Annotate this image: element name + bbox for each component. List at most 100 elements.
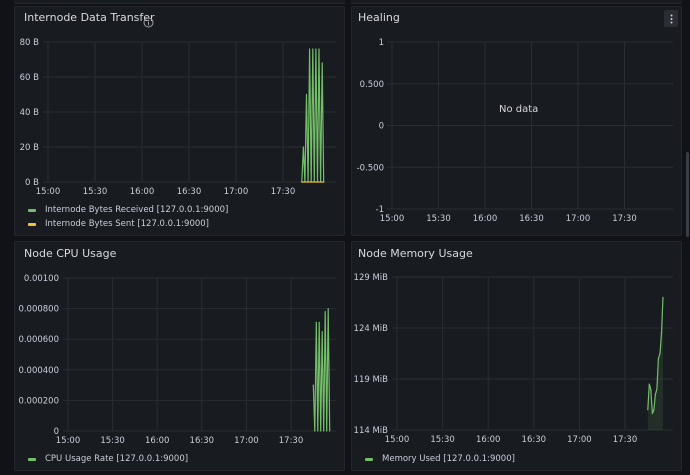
panel-node-memory-usage: Node Memory Usage 129 MiB 124 MiB 119 MiB 1…	[351, 241, 682, 471]
x-tick-label: 16:30	[522, 435, 547, 445]
y-tick-label: 119 MiB	[354, 375, 389, 385]
series-line-0	[312, 308, 331, 432]
x-tick-label: 17:30	[613, 435, 638, 445]
panel-title: Healing	[358, 11, 400, 24]
legend-swatch	[28, 222, 36, 226]
data-point	[650, 388, 652, 390]
x-tick-label: 17:00	[234, 436, 259, 446]
y-tick-label: -1	[376, 205, 384, 215]
y-tick-label: 0 B	[25, 178, 39, 188]
x-tick-label: 17:30	[279, 436, 304, 446]
y-tick-label: 60 B	[20, 73, 40, 83]
data-point	[318, 321, 320, 323]
y-tick-label: 129 MiB	[354, 273, 389, 283]
x-tick-label: 17:00	[566, 214, 591, 224]
x-tick-label: 17:30	[271, 187, 296, 197]
no-data-message: No data	[499, 104, 539, 115]
data-point	[662, 296, 664, 298]
legend-item-memory[interactable]: Memory Used [127.0.0.1:9000]	[365, 452, 515, 466]
y-tick-label: 80 B	[20, 38, 40, 48]
x-tick-label: 16:00	[145, 436, 170, 446]
panel-title: Internode Data Transfer	[24, 11, 155, 24]
panel-edge-above-left	[14, 0, 345, 4]
y-tick-label: 0.500	[360, 80, 384, 90]
data-point	[653, 409, 655, 411]
y-tick-label: 0.000600	[18, 335, 59, 345]
y-tick-label: 40 B	[20, 108, 40, 118]
legend-item-cpu[interactable]: CPU Usage Rate [127.0.0.1:9000]	[28, 452, 188, 466]
y-tick-label: 114 MiB	[354, 426, 389, 436]
data-point	[323, 181, 325, 183]
data-point	[309, 48, 311, 50]
scrollbar[interactable]	[686, 152, 689, 237]
x-tick-label: 15:00	[36, 187, 61, 197]
legend-swatch	[28, 208, 36, 212]
data-point	[324, 311, 326, 313]
panel-menu-button[interactable]	[664, 10, 678, 27]
panel-internode-data-transfer: Internode Data Transfer 80 B 60 B 40 B 20 B…	[14, 6, 345, 236]
legend-item-sent[interactable]: Internode Bytes Sent [127.0.0.1:9000]	[28, 217, 228, 231]
data-point	[659, 352, 661, 355]
x-tick-label: 17:00	[567, 435, 592, 445]
data-point	[314, 430, 316, 432]
info-icon[interactable]	[143, 13, 154, 32]
series-area-fill	[647, 297, 663, 430]
data-point	[326, 430, 328, 432]
y-tick-label: 0	[379, 122, 384, 132]
x-tick-label: 15:30	[100, 436, 125, 446]
x-tick-label: 15:00	[385, 435, 410, 445]
legend-item-received[interactable]: Internode Bytes Received [127.0.0.1:9000…	[28, 203, 228, 217]
legend-label: Internode Bytes Sent [127.0.0.1:9000]	[45, 219, 209, 229]
y-tick-label: 124 MiB	[354, 324, 389, 334]
x-tick-label: 16:30	[519, 214, 544, 224]
data-point	[315, 321, 317, 323]
data-point	[327, 308, 329, 310]
x-tick-label: 15:30	[426, 214, 451, 224]
data-point	[321, 330, 323, 333]
data-point	[312, 384, 314, 386]
data-point	[320, 430, 322, 432]
y-tick-label: 0.000200	[18, 396, 59, 406]
x-tick-label: 16:00	[476, 435, 501, 445]
x-tick-label: 16:30	[177, 187, 202, 197]
data-point	[301, 181, 303, 183]
data-point	[305, 93, 308, 96]
data-point	[660, 332, 663, 334]
x-tick-label: 15:00	[380, 214, 405, 224]
x-tick-label: 15:30	[83, 187, 108, 197]
panel-title: Node Memory Usage	[358, 247, 473, 260]
x-tick-label: 15:30	[430, 435, 455, 445]
cpu-chart: 0.00100 0.000800 0.000600 0.000400 0.000200 0…	[18, 274, 336, 446]
x-tick-label: 15:00	[56, 436, 81, 446]
y-tick-label: 1	[379, 38, 384, 48]
data-point	[647, 409, 649, 411]
panel-node-cpu-usage: Node CPU Usage 0.00100 0.000800 0.000600 0.…	[14, 241, 345, 471]
legend-label: Memory Used [127.0.0.1:9000]	[382, 454, 515, 464]
legend: CPU Usage Rate [127.0.0.1:9000]	[28, 452, 188, 466]
legend-label: Internode Bytes Received [127.0.0.1:9000…	[45, 205, 229, 215]
data-point	[654, 393, 656, 395]
x-tick-label: 16:00	[473, 214, 498, 224]
data-point	[317, 430, 319, 432]
panel-healing: Healing 1 0.500 0 -0.500 -1 15:00 15:30 16:00 16…	[351, 6, 682, 236]
data-point	[318, 48, 320, 50]
x-tick-label: 16:30	[190, 436, 215, 446]
legend: Memory Used [127.0.0.1:9000]	[365, 452, 515, 466]
series-line-0	[301, 48, 325, 183]
data-point	[312, 48, 314, 50]
kebab-menu-icon	[670, 14, 672, 23]
data-point	[302, 146, 304, 148]
legend-label: CPU Usage Rate [127.0.0.1:9000]	[45, 454, 189, 464]
data-point	[651, 413, 653, 415]
data-point	[321, 62, 323, 64]
panel-title: Node CPU Usage	[24, 247, 117, 260]
legend-swatch	[365, 457, 373, 461]
data-point	[657, 358, 660, 360]
data-point	[656, 388, 658, 390]
data-point	[315, 48, 317, 50]
y-tick-label: 0.000400	[18, 366, 59, 376]
y-tick-label: 20 B	[20, 143, 40, 153]
data-point	[323, 430, 325, 432]
y-tick-label: 0	[54, 427, 59, 437]
